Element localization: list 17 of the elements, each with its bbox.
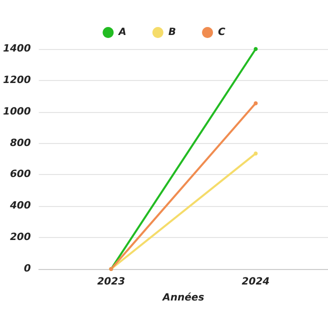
legend-label: A bbox=[118, 27, 126, 38]
y-tick-label: 0 bbox=[24, 264, 31, 274]
x-tick-label: 2024 bbox=[242, 276, 270, 288]
y-tick-label: 1200 bbox=[2, 74, 31, 86]
y-tick-label: 600 bbox=[10, 169, 31, 180]
legend-label: C bbox=[218, 27, 226, 38]
y-tick-label: 200 bbox=[10, 232, 31, 244]
y-tick-label: 1400 bbox=[2, 44, 31, 54]
x-tick-label: 2023 bbox=[97, 276, 126, 288]
x-axis-title: Années bbox=[162, 292, 204, 304]
legend-label: B bbox=[168, 27, 176, 38]
point bbox=[254, 152, 258, 156]
y-tick-label: 800 bbox=[10, 138, 31, 149]
point bbox=[254, 101, 258, 106]
point bbox=[254, 47, 258, 51]
y-tick-label: 1000 bbox=[2, 106, 31, 118]
y-tick-label: 400 bbox=[8, 200, 31, 212]
